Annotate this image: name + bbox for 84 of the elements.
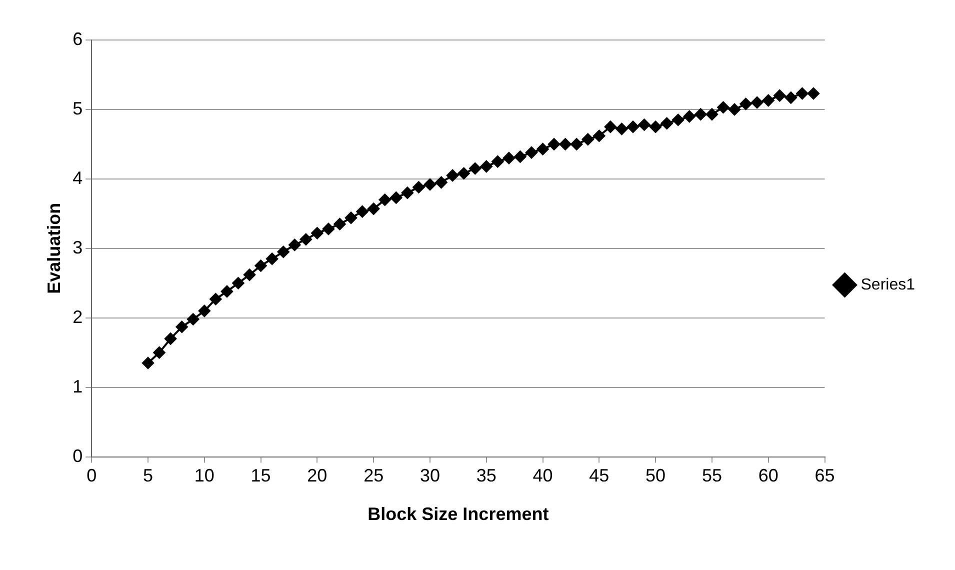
point (210, 293, 222, 306)
point (322, 222, 334, 235)
point (627, 120, 640, 133)
x-tick-label: 45 (589, 466, 610, 486)
point (638, 118, 650, 131)
point (672, 114, 684, 126)
y-tick-label: 2 (72, 306, 83, 327)
x-tick-label: 10 (194, 466, 214, 486)
y-tick-label: 6 (72, 28, 83, 49)
point (694, 108, 707, 120)
point (401, 186, 414, 199)
point (740, 98, 752, 110)
point (660, 117, 673, 130)
point (492, 156, 504, 168)
point (187, 313, 200, 326)
point (176, 320, 188, 333)
point (582, 133, 594, 146)
point (220, 285, 233, 298)
point (525, 146, 538, 159)
point (412, 181, 425, 194)
point (796, 87, 808, 100)
x-tick-label: 35 (476, 466, 496, 486)
point (266, 252, 278, 265)
point (198, 304, 210, 317)
point (345, 212, 358, 224)
x-tick-label: 25 (364, 466, 384, 486)
x-axis-title: Block Size Increment (368, 504, 549, 524)
x-tick-label: 30 (420, 466, 440, 486)
x-tick-label: 40 (532, 466, 553, 486)
point (378, 194, 391, 206)
point (390, 192, 402, 204)
point (232, 277, 244, 290)
point (480, 160, 492, 172)
x-tick-label: 60 (758, 466, 778, 486)
point (650, 120, 662, 133)
point (424, 178, 436, 190)
y-tick-label: 0 (72, 446, 83, 466)
point (807, 87, 820, 100)
point (784, 92, 797, 104)
point (458, 167, 470, 180)
point (536, 143, 549, 156)
y-tick-label: 4 (72, 168, 83, 188)
x-tick-label: 0 (86, 466, 97, 486)
point (469, 162, 482, 175)
x-tick-label: 65 (814, 466, 835, 486)
point (717, 101, 730, 114)
point (164, 332, 177, 345)
point (288, 238, 301, 251)
point (142, 357, 154, 370)
point (368, 202, 380, 215)
point (311, 227, 324, 240)
y-tick-label: 1 (72, 376, 83, 396)
point (254, 260, 267, 272)
point (277, 246, 290, 258)
point (244, 268, 256, 281)
x-tick-label: 55 (702, 466, 722, 486)
x-tick-label: 50 (646, 466, 666, 486)
x-tick-label: 5 (143, 466, 154, 486)
point (616, 122, 628, 135)
point (559, 138, 572, 150)
point (514, 150, 526, 163)
x-tick-label: 20 (307, 466, 328, 486)
point (300, 233, 312, 246)
y-axis-title: Evaluation (44, 202, 64, 294)
point (774, 90, 786, 102)
point (334, 218, 346, 230)
point (548, 138, 560, 150)
point (728, 103, 741, 116)
point (683, 110, 696, 122)
point (762, 94, 774, 106)
y-tick-label: 3 (72, 237, 83, 258)
point (435, 176, 448, 188)
x-tick-label: 15 (250, 466, 271, 486)
point (356, 206, 368, 218)
point (604, 120, 616, 133)
legend-label: Series1 (860, 276, 916, 294)
y-tick-label: 5 (72, 98, 83, 118)
point (153, 346, 166, 359)
point (751, 96, 764, 109)
point (570, 138, 583, 150)
point (502, 152, 515, 164)
point (593, 130, 606, 142)
point (706, 108, 718, 120)
point (446, 169, 459, 182)
